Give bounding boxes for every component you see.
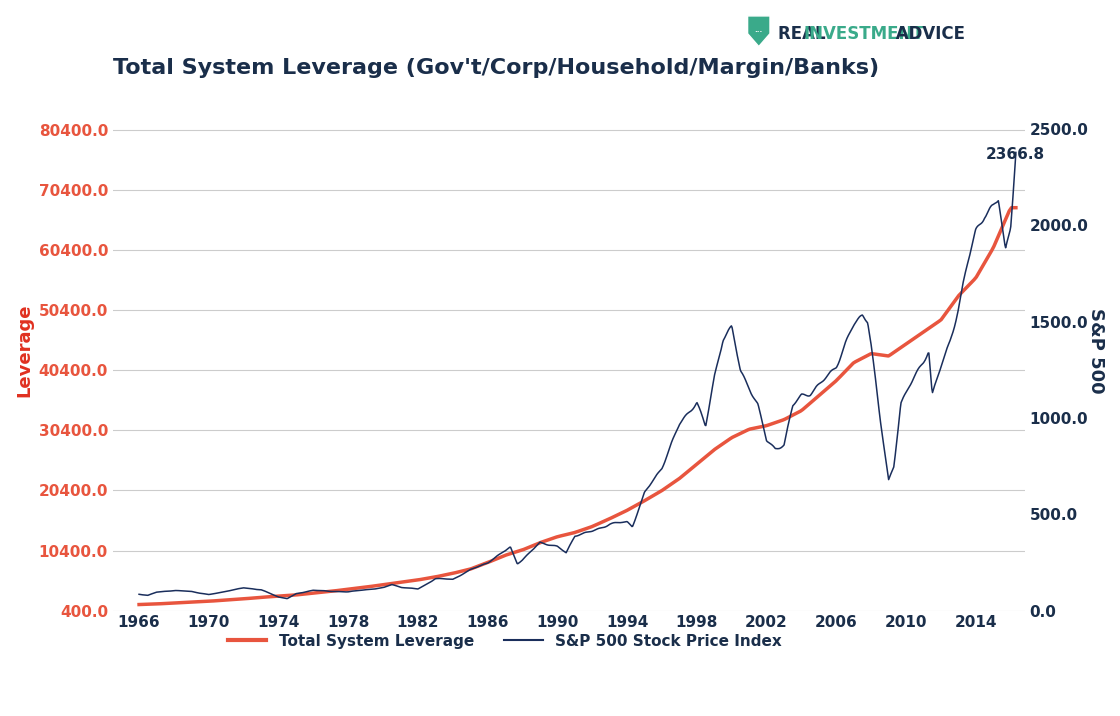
Text: ...: ... xyxy=(755,26,763,33)
Y-axis label: Leverage: Leverage xyxy=(15,304,32,397)
Text: INVESTMENT: INVESTMENT xyxy=(803,25,924,43)
Polygon shape xyxy=(748,16,771,47)
Y-axis label: S&P 500: S&P 500 xyxy=(1088,308,1105,393)
Text: ADVICE: ADVICE xyxy=(890,25,965,43)
Legend: Total System Leverage, S&P 500 Stock Price Index: Total System Leverage, S&P 500 Stock Pri… xyxy=(222,628,787,655)
Text: 2366.8: 2366.8 xyxy=(987,147,1045,163)
Text: Total System Leverage (Gov't/Corp/Household/Margin/Banks): Total System Leverage (Gov't/Corp/Househ… xyxy=(113,58,879,78)
Text: REAL: REAL xyxy=(778,25,832,43)
